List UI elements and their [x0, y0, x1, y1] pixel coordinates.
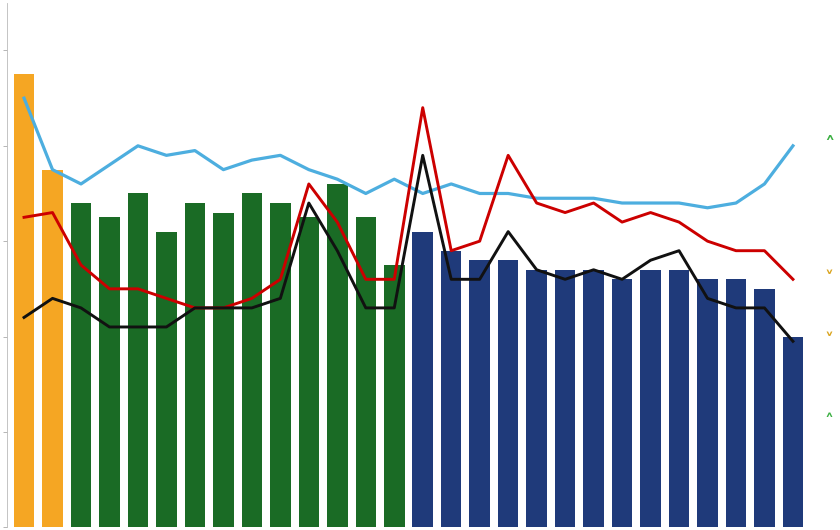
Bar: [697, 279, 717, 527]
Bar: [384, 265, 405, 527]
Bar: [270, 203, 291, 527]
Bar: [498, 260, 518, 527]
Bar: [783, 337, 803, 527]
Bar: [726, 279, 746, 527]
Bar: [612, 279, 633, 527]
Bar: [71, 203, 92, 527]
Bar: [156, 232, 176, 527]
Bar: [42, 170, 63, 527]
Bar: [669, 270, 690, 527]
Bar: [412, 232, 433, 527]
Bar: [242, 193, 262, 527]
Bar: [213, 213, 234, 527]
Bar: [527, 270, 547, 527]
Bar: [13, 74, 34, 527]
Bar: [185, 203, 205, 527]
Bar: [640, 270, 661, 527]
Bar: [355, 217, 376, 527]
Text: ˅: ˅: [824, 332, 833, 350]
Bar: [441, 251, 461, 527]
Bar: [99, 217, 120, 527]
Text: ˅: ˅: [824, 270, 833, 288]
Bar: [298, 217, 319, 527]
Text: ˄: ˄: [824, 136, 835, 156]
Bar: [327, 184, 348, 527]
Bar: [128, 193, 148, 527]
Bar: [470, 260, 490, 527]
Bar: [583, 270, 604, 527]
Bar: [555, 270, 575, 527]
Bar: [754, 289, 774, 527]
Text: ˄: ˄: [824, 413, 833, 431]
